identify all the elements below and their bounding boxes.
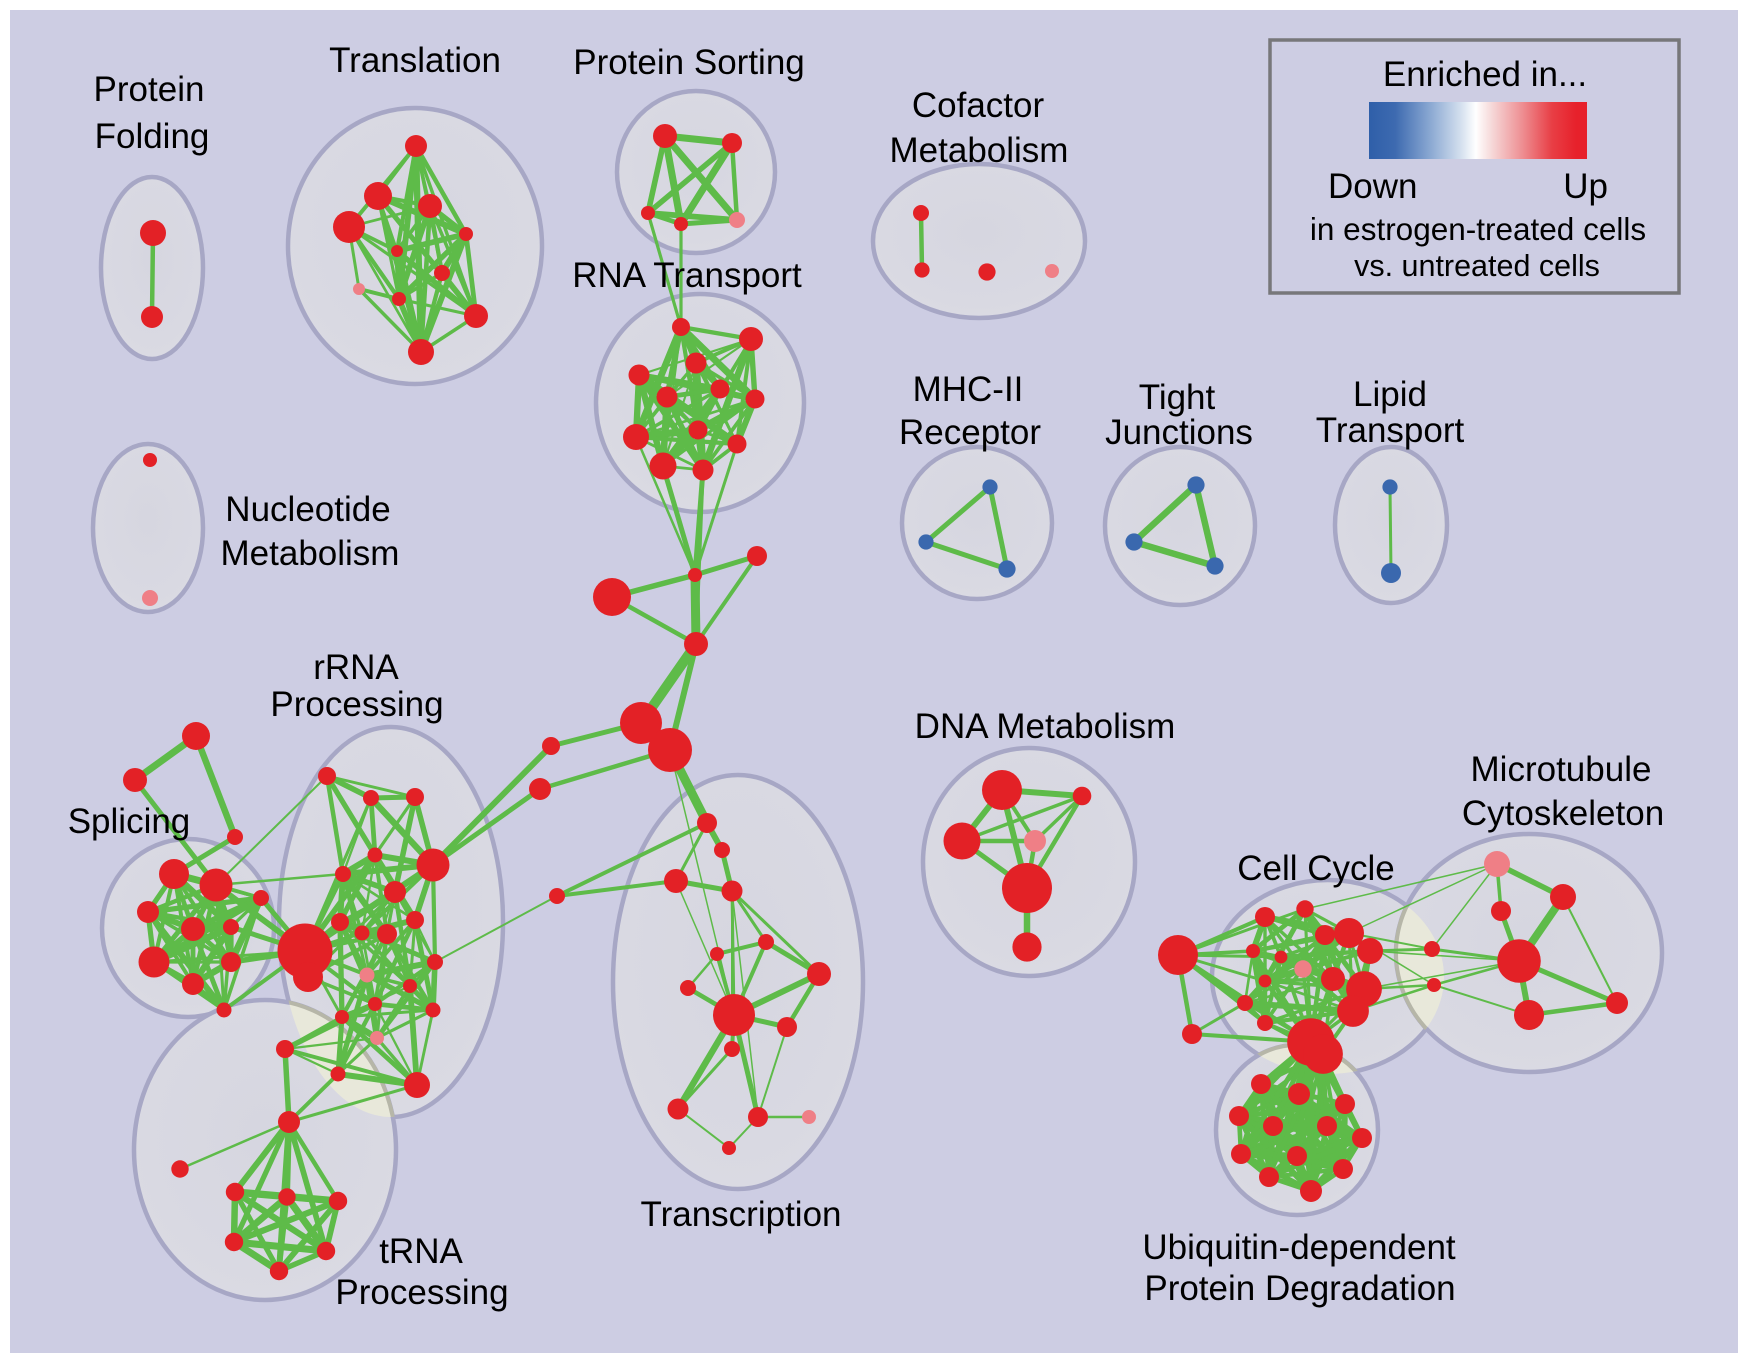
svg-text:Metabolism: Metabolism [890, 131, 1069, 170]
svg-text:Splicing: Splicing [68, 802, 191, 841]
svg-text:Processing: Processing [335, 1273, 508, 1312]
svg-text:Transcription: Transcription [641, 1195, 842, 1234]
svg-text:Metabolism: Metabolism [221, 534, 400, 573]
svg-text:Lipid: Lipid [1353, 375, 1427, 414]
svg-text:in estrogen-treated cells: in estrogen-treated cells [1310, 211, 1646, 247]
svg-text:Translation: Translation [329, 41, 501, 80]
svg-text:Folding: Folding [95, 117, 210, 156]
svg-text:rRNA: rRNA [313, 648, 399, 687]
svg-text:MHC-II: MHC-II [913, 370, 1024, 409]
svg-text:Processing: Processing [270, 685, 443, 724]
svg-text:Ubiquitin-dependent: Ubiquitin-dependent [1142, 1228, 1456, 1267]
svg-text:Enriched in...: Enriched in... [1383, 55, 1587, 94]
svg-text:Transport: Transport [1316, 411, 1465, 450]
svg-text:Microtubule: Microtubule [1471, 750, 1652, 789]
svg-text:RNA Transport: RNA Transport [572, 256, 802, 295]
svg-text:Protein: Protein [94, 70, 205, 109]
svg-text:Protein Degradation: Protein Degradation [1144, 1269, 1455, 1308]
svg-text:DNA Metabolism: DNA Metabolism [915, 707, 1176, 746]
svg-text:Protein Sorting: Protein Sorting [573, 43, 805, 82]
svg-text:Receptor: Receptor [899, 413, 1041, 452]
svg-text:Tight: Tight [1139, 378, 1216, 417]
svg-text:Cofactor: Cofactor [912, 86, 1045, 125]
svg-text:Cell Cycle: Cell Cycle [1237, 849, 1395, 888]
svg-text:Down: Down [1328, 167, 1417, 206]
svg-text:Cytoskeleton: Cytoskeleton [1462, 794, 1664, 833]
svg-text:Junctions: Junctions [1105, 413, 1253, 452]
svg-text:tRNA: tRNA [379, 1232, 463, 1271]
svg-text:Up: Up [1563, 167, 1608, 206]
svg-text:vs. untreated cells: vs. untreated cells [1354, 249, 1600, 283]
svg-text:Nucleotide: Nucleotide [225, 490, 390, 529]
